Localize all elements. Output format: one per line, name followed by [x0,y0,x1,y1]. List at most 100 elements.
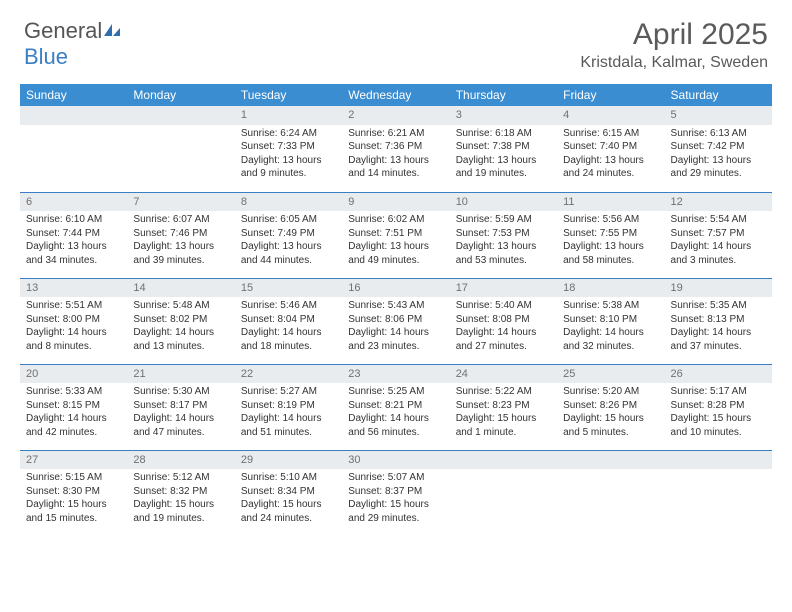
location-label: Kristdala, Kalmar, Sweden [580,54,768,72]
daylight-line: Daylight: 15 hours and 24 minutes. [241,498,336,525]
calendar-day-cell: 22Sunrise: 5:27 AMSunset: 8:19 PMDayligh… [235,364,342,450]
day-number: 20 [20,365,127,384]
logo-text: GeneralBlue [24,18,122,70]
sunrise-line: Sunrise: 5:48 AM [133,299,228,313]
calendar-day-cell [665,450,772,536]
calendar-day-cell: 11Sunrise: 5:56 AMSunset: 7:55 PMDayligh… [557,192,664,278]
day-number: 23 [342,365,449,384]
logo-part2: Blue [24,44,68,69]
daylight-line: Daylight: 14 hours and 18 minutes. [241,326,336,353]
day-number: 5 [665,106,772,125]
calendar-week-row: 20Sunrise: 5:33 AMSunset: 8:15 PMDayligh… [20,364,772,450]
calendar-day-cell: 23Sunrise: 5:25 AMSunset: 8:21 PMDayligh… [342,364,449,450]
sunrise-line: Sunrise: 6:13 AM [671,127,766,141]
sunset-line: Sunset: 8:00 PM [26,313,121,327]
day-number: 7 [127,193,234,212]
calendar-day-cell: 14Sunrise: 5:48 AMSunset: 8:02 PMDayligh… [127,278,234,364]
day-number: 25 [557,365,664,384]
calendar-day-cell: 2Sunrise: 6:21 AMSunset: 7:36 PMDaylight… [342,106,449,192]
sunrise-line: Sunrise: 6:15 AM [563,127,658,141]
calendar-day-cell [127,106,234,192]
daylight-line: Daylight: 13 hours and 49 minutes. [348,240,443,267]
calendar-day-cell: 13Sunrise: 5:51 AMSunset: 8:00 PMDayligh… [20,278,127,364]
day-number: 30 [342,451,449,470]
daylight-line: Daylight: 14 hours and 32 minutes. [563,326,658,353]
day-number: 26 [665,365,772,384]
weekday-header: Monday [127,84,234,106]
sunset-line: Sunset: 8:28 PM [671,399,766,413]
calendar-day-cell: 26Sunrise: 5:17 AMSunset: 8:28 PMDayligh… [665,364,772,450]
day-number: 10 [450,193,557,212]
daylight-line: Daylight: 14 hours and 47 minutes. [133,412,228,439]
sunset-line: Sunset: 8:15 PM [26,399,121,413]
weekday-header: Wednesday [342,84,449,106]
sunrise-line: Sunrise: 5:07 AM [348,471,443,485]
day-body: Sunrise: 6:13 AMSunset: 7:42 PMDaylight:… [665,125,772,185]
calendar-header-row: SundayMondayTuesdayWednesdayThursdayFrid… [20,84,772,106]
calendar-day-cell: 3Sunrise: 6:18 AMSunset: 7:38 PMDaylight… [450,106,557,192]
calendar-day-cell: 7Sunrise: 6:07 AMSunset: 7:46 PMDaylight… [127,192,234,278]
daylight-line: Daylight: 13 hours and 34 minutes. [26,240,121,267]
sunset-line: Sunset: 8:30 PM [26,485,121,499]
sunset-line: Sunset: 8:19 PM [241,399,336,413]
sunrise-line: Sunrise: 6:24 AM [241,127,336,141]
sunrise-line: Sunrise: 5:46 AM [241,299,336,313]
day-body: Sunrise: 5:20 AMSunset: 8:26 PMDaylight:… [557,383,664,443]
day-number: 2 [342,106,449,125]
sunrise-line: Sunrise: 6:18 AM [456,127,551,141]
sunset-line: Sunset: 7:49 PM [241,227,336,241]
header: GeneralBlue April 2025 Kristdala, Kalmar… [0,0,792,78]
calendar-day-cell: 29Sunrise: 5:10 AMSunset: 8:34 PMDayligh… [235,450,342,536]
logo-part1: General [24,18,102,43]
daylight-line: Daylight: 13 hours and 29 minutes. [671,154,766,181]
day-body: Sunrise: 5:22 AMSunset: 8:23 PMDaylight:… [450,383,557,443]
daylight-line: Daylight: 14 hours and 8 minutes. [26,326,121,353]
day-number: 24 [450,365,557,384]
day-body: Sunrise: 5:07 AMSunset: 8:37 PMDaylight:… [342,469,449,529]
sunrise-line: Sunrise: 5:30 AM [133,385,228,399]
calendar-day-cell: 18Sunrise: 5:38 AMSunset: 8:10 PMDayligh… [557,278,664,364]
daylight-line: Daylight: 14 hours and 42 minutes. [26,412,121,439]
calendar-day-cell: 4Sunrise: 6:15 AMSunset: 7:40 PMDaylight… [557,106,664,192]
daylight-line: Daylight: 13 hours and 39 minutes. [133,240,228,267]
daylight-line: Daylight: 15 hours and 15 minutes. [26,498,121,525]
sunset-line: Sunset: 7:44 PM [26,227,121,241]
sunset-line: Sunset: 8:17 PM [133,399,228,413]
sunrise-line: Sunrise: 5:51 AM [26,299,121,313]
day-number: 6 [20,193,127,212]
day-body: Sunrise: 5:27 AMSunset: 8:19 PMDaylight:… [235,383,342,443]
weekday-header: Friday [557,84,664,106]
sunrise-line: Sunrise: 5:22 AM [456,385,551,399]
daylight-line: Daylight: 15 hours and 5 minutes. [563,412,658,439]
daylight-line: Daylight: 14 hours and 37 minutes. [671,326,766,353]
day-body: Sunrise: 5:40 AMSunset: 8:08 PMDaylight:… [450,297,557,357]
day-number: 3 [450,106,557,125]
day-number-empty [557,451,664,470]
logo-sail-icon [102,18,122,44]
daylight-line: Daylight: 14 hours and 56 minutes. [348,412,443,439]
calendar-day-cell [20,106,127,192]
page-title: April 2025 [580,18,768,52]
day-number: 21 [127,365,234,384]
sunrise-line: Sunrise: 5:43 AM [348,299,443,313]
sunrise-line: Sunrise: 5:56 AM [563,213,658,227]
daylight-line: Daylight: 15 hours and 10 minutes. [671,412,766,439]
weekday-header: Thursday [450,84,557,106]
calendar-day-cell: 21Sunrise: 5:30 AMSunset: 8:17 PMDayligh… [127,364,234,450]
calendar-day-cell: 9Sunrise: 6:02 AMSunset: 7:51 PMDaylight… [342,192,449,278]
calendar-day-cell: 30Sunrise: 5:07 AMSunset: 8:37 PMDayligh… [342,450,449,536]
day-number: 13 [20,279,127,298]
day-body: Sunrise: 5:43 AMSunset: 8:06 PMDaylight:… [342,297,449,357]
calendar-day-cell: 6Sunrise: 6:10 AMSunset: 7:44 PMDaylight… [20,192,127,278]
day-number: 15 [235,279,342,298]
sunrise-line: Sunrise: 5:40 AM [456,299,551,313]
calendar-day-cell: 1Sunrise: 6:24 AMSunset: 7:33 PMDaylight… [235,106,342,192]
sunrise-line: Sunrise: 5:59 AM [456,213,551,227]
day-body: Sunrise: 5:35 AMSunset: 8:13 PMDaylight:… [665,297,772,357]
daylight-line: Daylight: 13 hours and 9 minutes. [241,154,336,181]
sunset-line: Sunset: 8:37 PM [348,485,443,499]
sunset-line: Sunset: 8:13 PM [671,313,766,327]
daylight-line: Daylight: 13 hours and 14 minutes. [348,154,443,181]
sunrise-line: Sunrise: 6:05 AM [241,213,336,227]
weekday-header: Sunday [20,84,127,106]
